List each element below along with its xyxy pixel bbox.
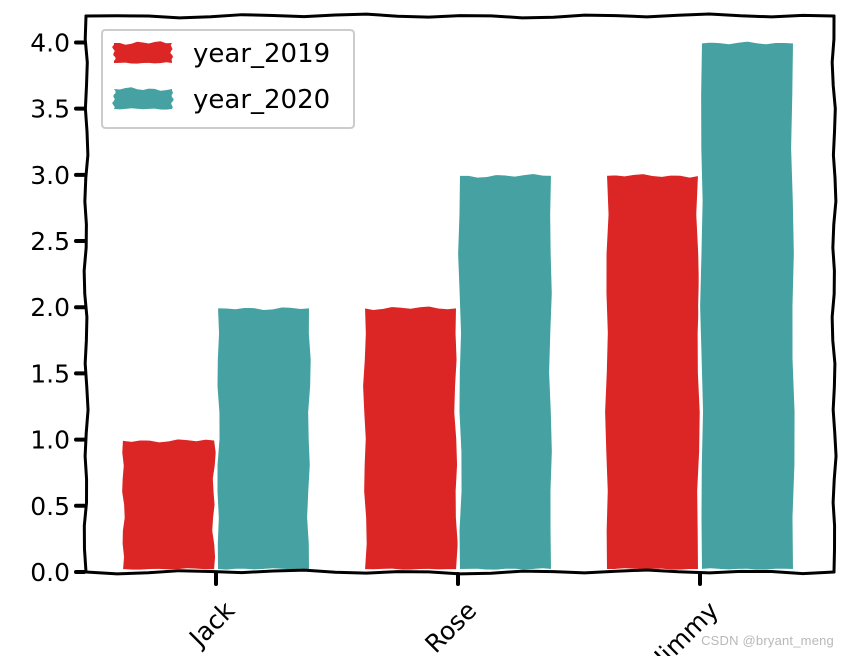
y-ticks: 0.0 0.5 1.0 1.5 2.0 2.5 3.0 3.5 4.0 xyxy=(30,28,86,587)
bar-year_2019-jack xyxy=(120,437,218,572)
legend: year_2019 year_2020 xyxy=(101,29,355,129)
axis-right-spine xyxy=(830,14,838,574)
bar-year_2020-jack xyxy=(215,305,313,572)
bar-year_2020-jimmy xyxy=(698,39,797,572)
y-tick-label: 2.0 xyxy=(30,293,70,322)
x-axis-line xyxy=(84,568,836,576)
y-tick-label: 4.0 xyxy=(30,28,70,57)
legend-label-year_2019: year_2019 xyxy=(193,39,330,69)
y-tick-label: 3.5 xyxy=(30,95,70,124)
legend-swatch-year_2020 xyxy=(112,87,174,110)
bar-year_2020-rose xyxy=(456,171,554,572)
bar-year_2019-rose xyxy=(361,304,460,572)
legend-label-year_2020: year_2020 xyxy=(193,85,330,115)
x-tick-label-jack: Jack xyxy=(182,595,240,653)
y-axis-line xyxy=(82,14,90,574)
y-tick-label: 1.5 xyxy=(30,359,70,388)
bar-year_2019-jimmy xyxy=(603,172,702,572)
y-tick-label: 0.5 xyxy=(30,492,70,521)
y-tick-label: 1.0 xyxy=(30,426,70,455)
y-tick-label: 3.0 xyxy=(30,161,70,190)
y-tick-label: 0.0 xyxy=(30,558,70,587)
watermark-text: CSDN @bryant_meng xyxy=(701,633,834,648)
axis-top-spine xyxy=(84,12,836,20)
bars-group xyxy=(120,39,797,572)
axes-frame xyxy=(82,12,838,576)
legend-swatch-year_2019 xyxy=(112,41,174,64)
y-tick-label: 2.5 xyxy=(30,227,70,256)
x-ticks: Jack Rose Jimmy xyxy=(182,572,724,656)
x-tick-label-rose: Rose xyxy=(419,596,482,656)
